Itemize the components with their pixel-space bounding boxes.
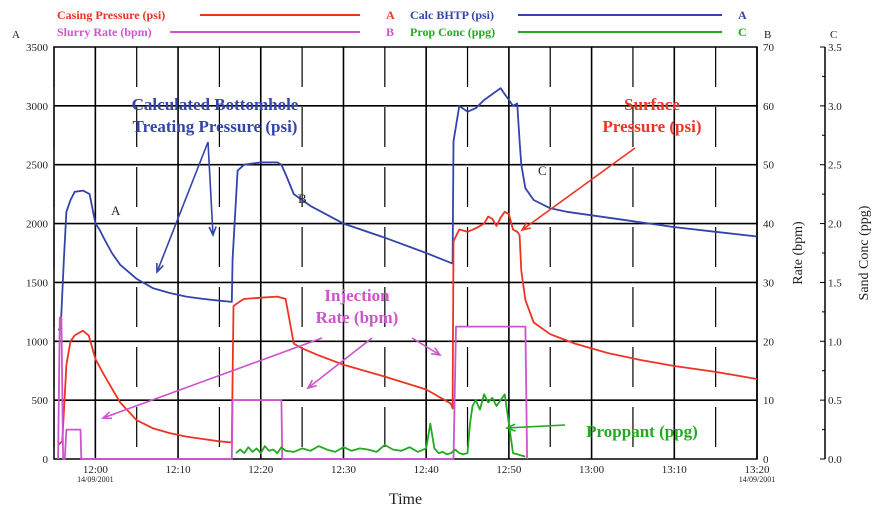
axis-a-tick: 500 [32,395,49,407]
x-tick: 12:40 [414,464,440,476]
arrow-bhtp-b-head [208,226,217,238]
x-tick: 12:10 [166,464,192,476]
axis-b-tick: 10 [763,395,775,407]
axis-a-tick: 3500 [26,42,49,54]
series-marker: B [298,191,307,206]
axis-c-tick: 1.0 [828,336,842,348]
legend-axis-letter: A [386,8,395,22]
axis-a-tick: 1000 [26,336,49,348]
axis-c-tick: 0.0 [828,454,842,466]
axis-b-label: Rate (bpm) [791,221,806,285]
axis-c-tick: 3.5 [828,42,842,54]
x-axis-label: Time [389,491,422,508]
arrow-injection-c [411,337,441,356]
axis-c-label: Sand Conc (ppg) [857,205,872,300]
arrow-bhtp-a [156,141,209,273]
axis-a-letter: A [12,29,20,41]
x-tick: 12:30 [331,464,357,476]
annotations: Calculated Bottomhole Treating Pressure (… [101,95,702,441]
arrow-bhtp-a-head [156,262,164,274]
arrow-injection-c-head [430,347,442,357]
axis-c-tick: 3.0 [828,101,842,113]
series-line [58,87,758,331]
axis-b-tick: 30 [763,277,775,289]
x-tick: 12:50 [496,464,522,476]
annotation-surface: Surface [624,95,680,114]
axis-a-tick: 1500 [26,277,49,289]
annotation-injection: Injection [324,286,390,305]
axis-a-tick: 3000 [26,101,49,113]
axis-c-tick: 2.0 [828,219,842,231]
axis-c-tick: 0.5 [828,395,842,407]
series-marker: A [111,203,121,218]
x-tick: 12:20 [248,464,274,476]
axis-b-tick: 50 [763,160,775,172]
x-tick: 13:10 [662,464,688,476]
x-tick: 13:00 [579,464,605,476]
axis-a-tick: 2500 [26,160,49,172]
legend-axis-letter: B [386,25,394,39]
axis-c-tick: 2.5 [828,160,842,172]
arrow-surface [521,147,636,231]
x-date-end: 14/09/2001 [739,475,775,484]
axes: 0 500 1000 1500 2000 2500 3000 3500 A 0 10 20 30 40 50… [12,29,872,508]
arrow-proppant-head [504,423,516,432]
arrow-injection-a [102,337,323,419]
series-lines [57,87,758,460]
arrow-injection-b [307,337,373,389]
x-tick: 13:20 [744,464,770,476]
grid-lines [53,47,758,459]
annotation-bhtp: Calculated Bottomhole [132,95,299,114]
arrow-injection-b-head [306,379,317,390]
axis-a-tick: 0 [43,454,49,466]
axis-b-tick: 70 [763,42,775,54]
series-line [235,393,526,458]
annotation-proppant: Proppant (ppg) [586,422,698,441]
legend-axis-letter: A [738,8,747,22]
arrow-proppant [506,424,566,429]
annotation-bhtp: Treating Pressure (psi) [133,117,298,136]
annotation-surface: Pressure (psi) [602,117,701,136]
legend-axis-letter: C [738,25,747,39]
series-line [57,210,758,446]
legend: Casing Pressure (psi) A Slurry Rate (bpm) B… [57,8,747,39]
axis-b-tick: 20 [763,336,775,348]
arrow-injection-a-head [101,411,113,420]
legend-label: Casing Pressure (psi) [57,8,165,22]
arrow-bhtp-b [207,141,214,236]
axis-b-letter: B [764,29,771,41]
axis-c-letter: C [830,29,837,41]
legend-label: Prop Conc (ppg) [410,25,495,39]
axis-a-tick: 2000 [26,219,49,231]
x-tick: 12:00 [83,464,109,476]
legend-label: Slurry Rate (bpm) [57,25,152,39]
axis-b-tick: 0 [763,454,769,466]
arrow-surface-head [520,221,531,232]
annotation-injection: Rate (bpm) [316,308,399,327]
x-date-start: 14/09/2001 [77,475,113,484]
legend-label: Calc BHTP (psi) [410,8,494,22]
series-line [57,316,528,460]
series-marker: C [538,163,547,178]
axis-b-tick: 40 [763,219,775,231]
axis-b-tick: 60 [763,101,775,113]
axis-c-tick: 1.5 [828,277,842,289]
